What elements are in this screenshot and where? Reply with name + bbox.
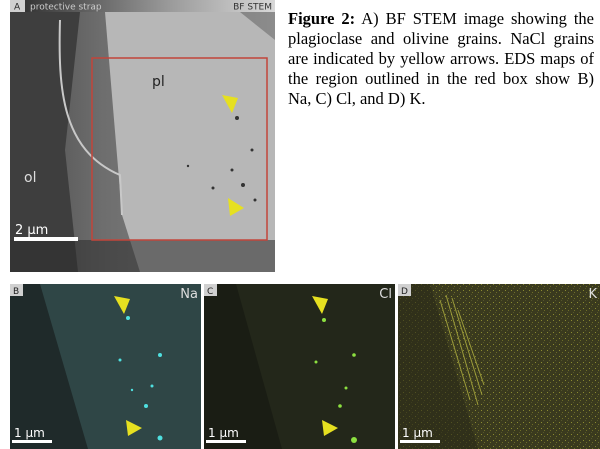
caption-label: Figure 2: [288,9,355,28]
panel-label: C [207,287,213,297]
page: A protective strap BF STEM pl ol 2 µm B … [0,0,600,449]
scale-label: 1 µm [208,426,239,440]
panel-label: A [14,3,21,13]
scale-label: 1 µm [14,426,45,440]
phase-label: pl [152,74,165,90]
panel-a: A protective strap BF STEM pl ol 2 µm [10,0,275,272]
scale-bar [400,440,440,443]
strap-label: protective strap [30,3,102,13]
panel-b: B Na 1 µm [10,284,201,449]
scale-label: 2 µm [15,223,48,238]
caption: Figure 2: A) BF STEM image showing the p… [288,9,594,109]
image-bottom [10,240,275,272]
panel-label: B [13,287,19,297]
scale-bar [206,440,246,443]
element-label: K [588,287,597,302]
element-label: Na [180,287,198,302]
plagioclase-grain [105,12,275,272]
scale-label: 1 µm [402,426,433,440]
panel-c: C Cl 1 µm [204,284,395,449]
scale-bar [12,440,52,443]
element-label: Cl [379,287,392,302]
scale-bar [14,237,78,241]
panel-d: D K 1 µm [398,284,600,449]
phase-label: ol [24,170,36,186]
mode-label: BF STEM [233,3,272,13]
panel-label: D [401,287,408,297]
